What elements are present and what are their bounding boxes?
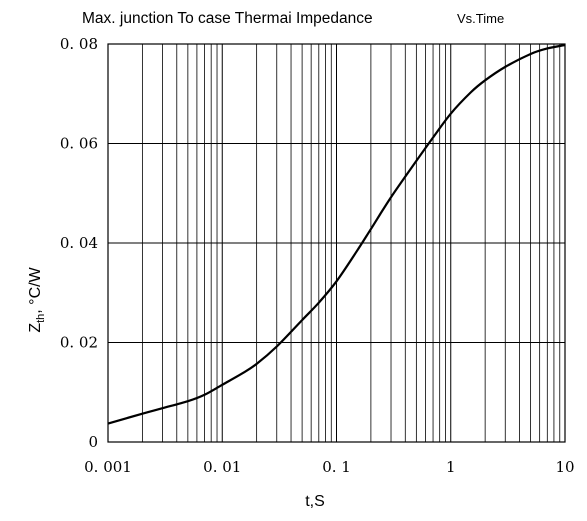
y-tick-label: 0 — [88, 433, 98, 451]
y-tick-label: 0. 08 — [60, 35, 98, 53]
x-tick-label: 0. 01 — [203, 458, 241, 476]
y-tick-label: 0. 06 — [60, 135, 98, 153]
grid — [107, 43, 566, 443]
y-axis-label: Zth, °C/W — [27, 266, 47, 332]
x-tick-label: 0. 001 — [84, 458, 132, 476]
series-line-zth — [107, 43, 566, 425]
tick-labels: 0. 001 0. 01 0. 1 1 10 0 0. 02 0. 04 0. 06 0. 08 — [60, 35, 575, 476]
x-tick-label: 1 — [446, 458, 456, 476]
chart-subtitle: Vs.Time — [457, 11, 504, 26]
y-axis-label-sub: th — [35, 314, 47, 323]
y-tick-label: 0. 04 — [60, 234, 98, 252]
x-tick-label: 0. 1 — [322, 458, 351, 476]
x-axis-label: t,S — [305, 493, 325, 510]
y-tick-label: 0. 02 — [60, 334, 98, 352]
x-tick-label: 10 — [555, 458, 574, 476]
y-axis-label-unit: , °C/W — [27, 266, 44, 313]
plot-frame — [107, 43, 566, 443]
series-group — [107, 43, 566, 425]
chart-title: Max. junction To case Thermai Impedance — [82, 10, 373, 27]
y-axis-label-main: Z — [27, 323, 44, 333]
